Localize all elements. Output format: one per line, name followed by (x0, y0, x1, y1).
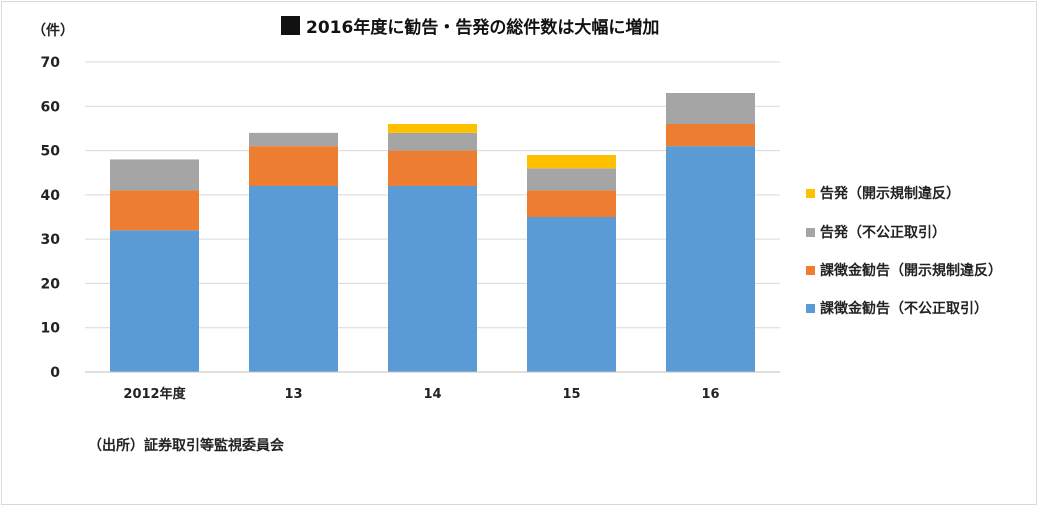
legend-label: 告発（開示規制違反） (820, 185, 960, 202)
y-tick-label: 70 (41, 55, 61, 71)
bar-segment (527, 190, 616, 217)
x-tick-label: 13 (284, 387, 302, 402)
chart-title: 2016年度に勧告・告発の総件数は大幅に増加 (306, 17, 659, 38)
gridlines (85, 61, 780, 329)
legend-label: 告発（不公正取引） (820, 224, 946, 241)
y-axis-unit-label: （件） (32, 22, 74, 39)
bars (110, 93, 755, 372)
title-square-marker (281, 16, 300, 35)
source-note: （出所）証券取引等監視委員会 (88, 437, 285, 454)
bar-segment (388, 124, 477, 133)
legend-label: 課徴金勧告（不公正取引） (820, 300, 988, 317)
bar-segment (388, 132, 477, 151)
legend: 告発（開示規制違反） 告発（不公正取引） 課徴金勧告（開示規制違反） 課徴金勧告（不公… (806, 185, 1002, 317)
legend-swatch (806, 266, 815, 275)
y-tick-label: 10 (41, 321, 61, 337)
x-tick-label: 2012年度 (123, 386, 186, 402)
x-tick-label: 15 (562, 387, 580, 402)
bar-segment (666, 124, 755, 147)
y-axis-ticks: 0 10 20 30 40 50 60 70 (41, 55, 61, 381)
x-tick-label: 14 (423, 387, 441, 402)
y-tick-label: 40 (41, 188, 61, 204)
x-axis-ticks: 2012年度 13 14 15 16 (123, 386, 719, 402)
bar-segment (666, 93, 755, 124)
y-tick-label: 50 (41, 144, 61, 160)
legend-swatch (806, 189, 815, 198)
bar-segment (110, 230, 199, 372)
bar-segment (527, 155, 616, 169)
x-tick-label: 16 (701, 387, 719, 402)
legend-swatch (806, 304, 815, 313)
bar-segment (388, 150, 477, 186)
bar-segment (249, 132, 338, 147)
legend-swatch (806, 228, 815, 237)
y-tick-label: 0 (50, 365, 60, 381)
bar-segment (666, 146, 755, 372)
bar-segment (249, 146, 338, 186)
title-group: 2016年度に勧告・告発の総件数は大幅に増加 (281, 16, 659, 38)
y-tick-label: 30 (41, 232, 61, 248)
bar-segment (388, 186, 477, 372)
bar-segment (527, 217, 616, 372)
y-tick-label: 20 (41, 276, 61, 292)
bar-segment (110, 159, 199, 191)
y-tick-label: 60 (41, 99, 61, 115)
bar-segment (110, 190, 199, 231)
bar-segment (527, 168, 616, 191)
bar-segment (249, 186, 338, 372)
legend-label: 課徴金勧告（開示規制違反） (820, 262, 1002, 279)
